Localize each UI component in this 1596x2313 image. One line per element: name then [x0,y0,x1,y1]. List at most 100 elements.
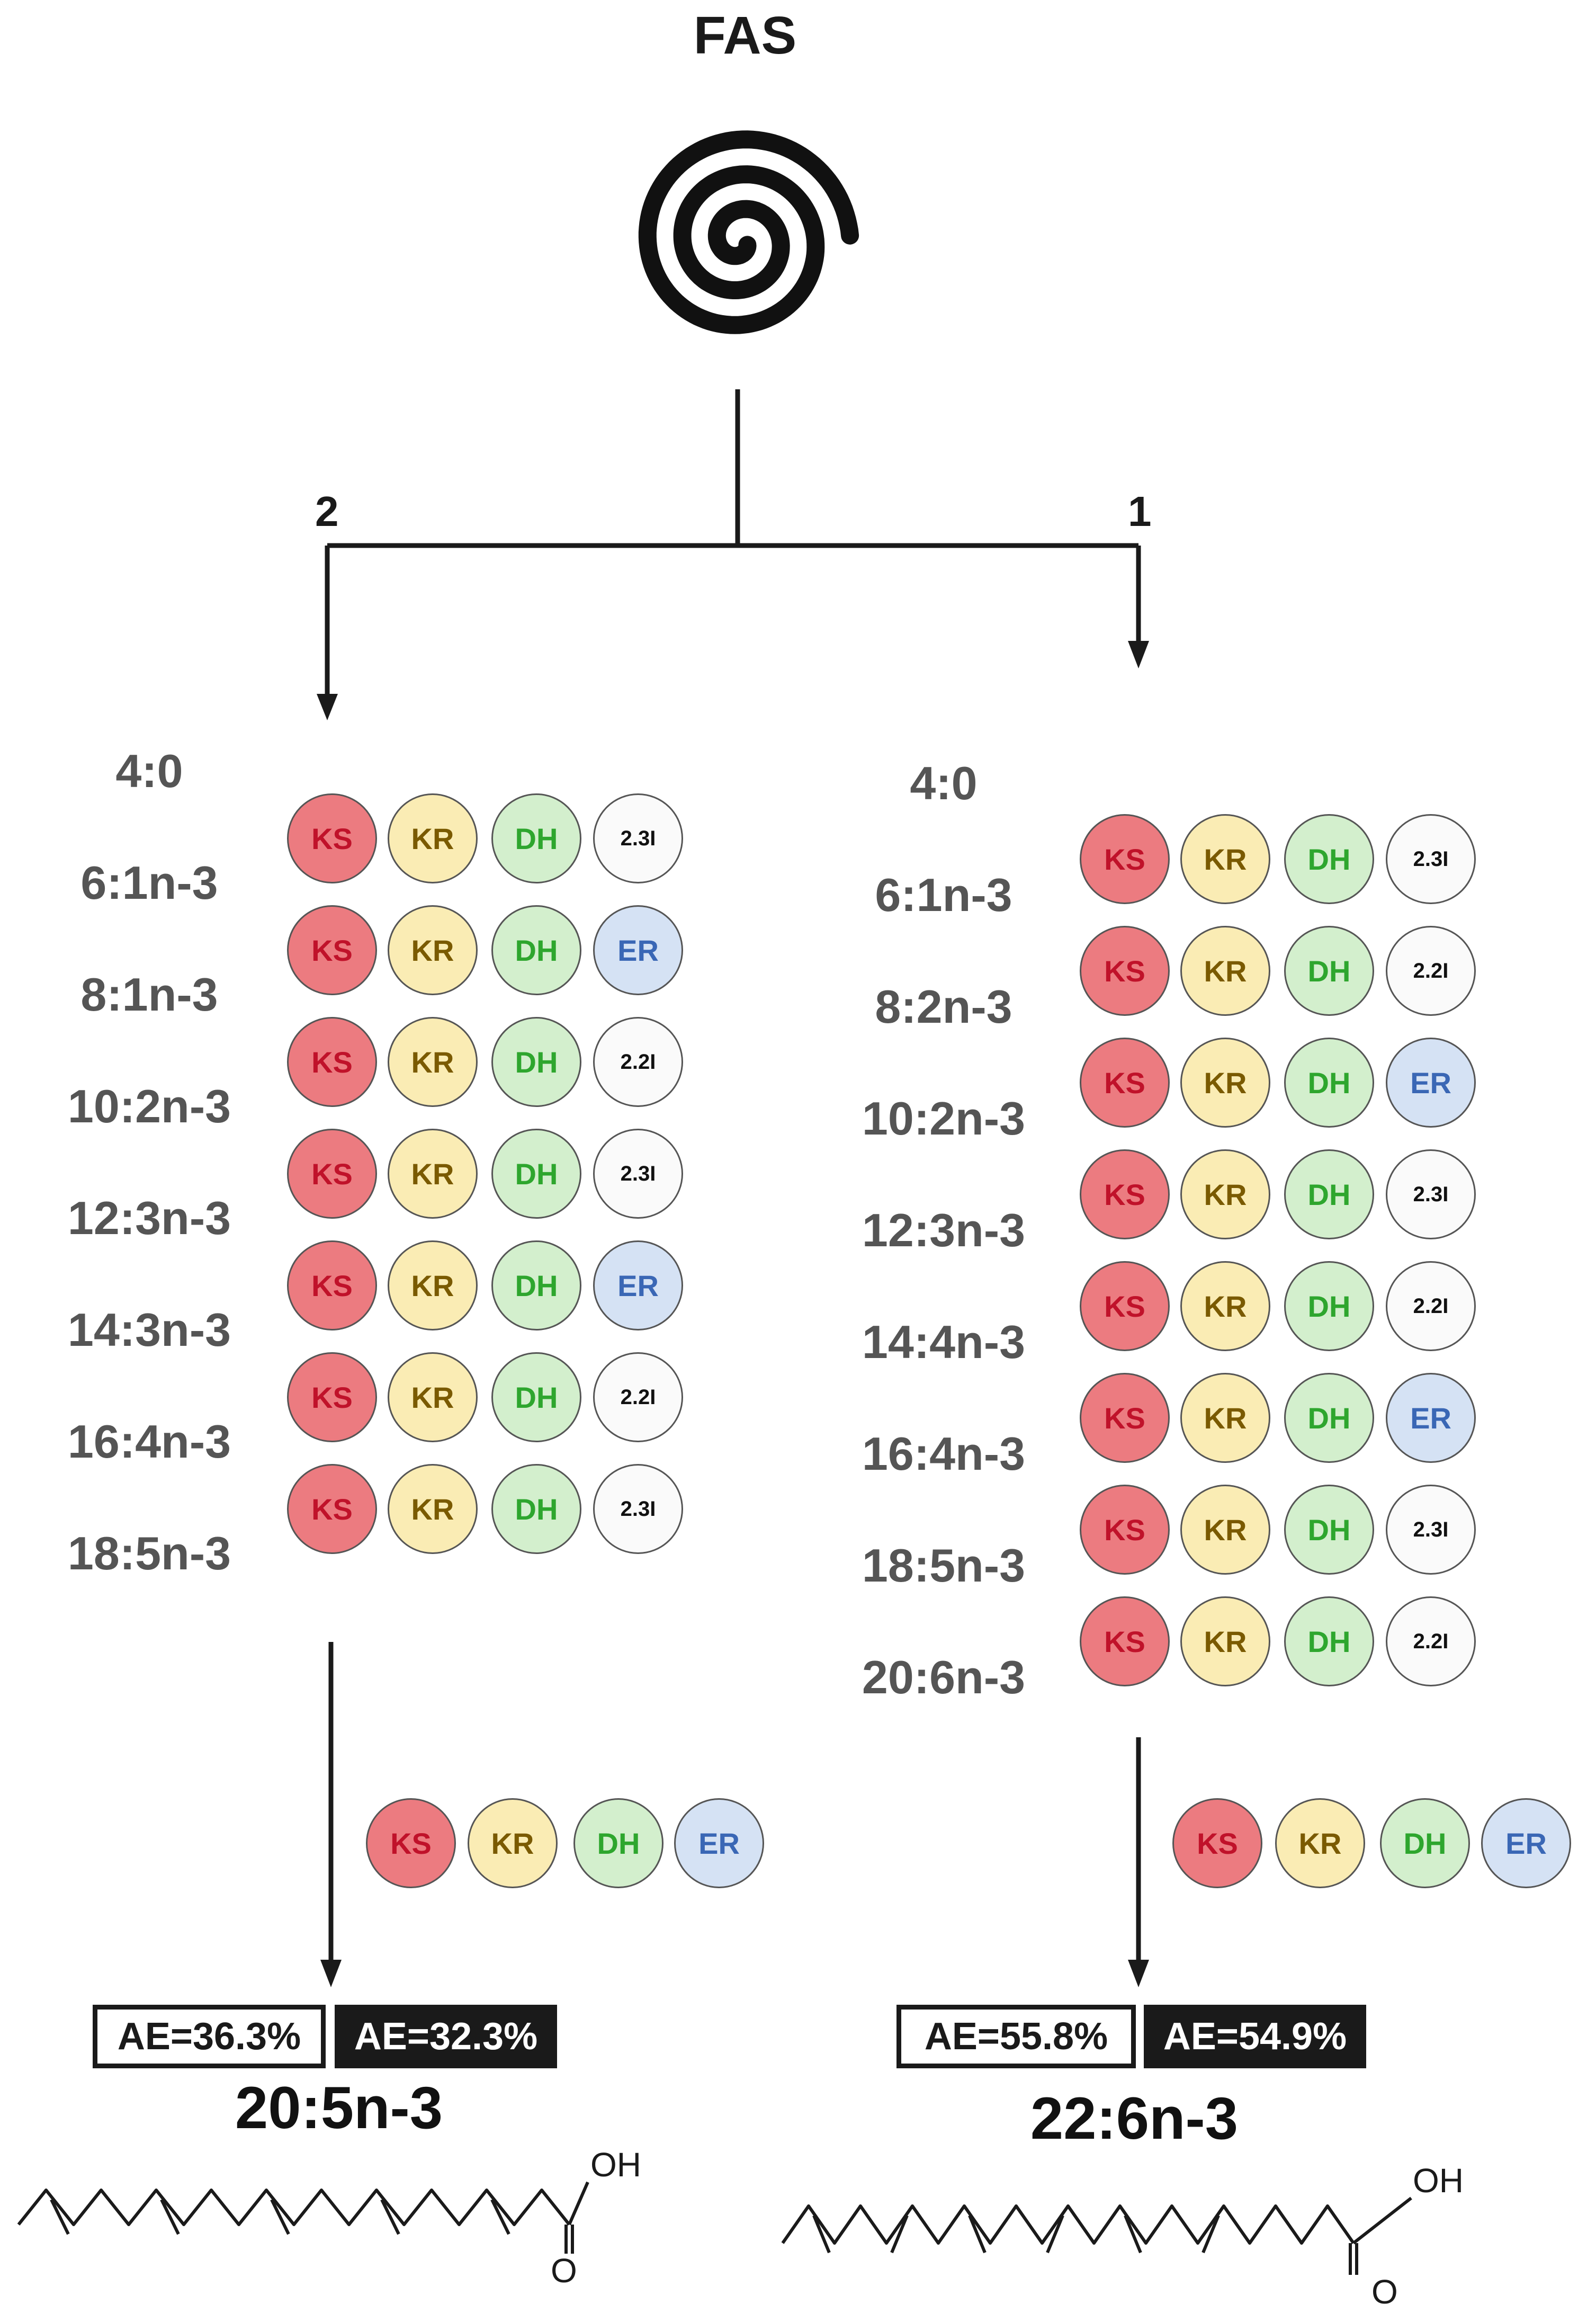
left-product-label: 20:5n-3 [235,2075,443,2141]
right-ks-circle: KS [1172,1798,1262,1888]
left-kr-circle: KR [388,1129,478,1219]
carboxyl-bond [1352,2196,1412,2245]
right-kr-circle: KR [1275,1798,1365,1888]
right-dh-circle: DH [1284,1596,1374,1686]
right-dh-circle: DH [1284,1261,1374,1351]
double-bond [1046,2214,1064,2254]
right-product-arrowhead [1128,1960,1149,1987]
left-ks-circle: KS [287,1352,377,1442]
left-ks-circle: KS [287,793,377,883]
left-intermediate-label: 14:3n-3 [67,1303,231,1356]
right-ks-circle: KS [1080,814,1170,904]
left-product-arrowhead [320,1960,342,1987]
left-hydroxyl-label: OH [590,2146,641,2184]
right-hydroxyl-label: OH [1413,2162,1464,2200]
right-dh-circle: DH [1284,1038,1374,1128]
double-bond [490,2199,510,2235]
left-oxygen-label: O [551,2252,577,2290]
left-dh-circle: DH [491,793,581,883]
right-ks-circle: KS [1080,1596,1170,1686]
right-intermediate-label: 20:6n-3 [862,1651,1026,1703]
right-intermediate-label: 14:4n-3 [862,1316,1026,1368]
left-er-circle: ER [593,905,683,995]
right-branch-arrowhead [1128,641,1149,668]
left-er-circle: ER [674,1798,764,1888]
double-bond [1124,2214,1142,2254]
left-kr-circle: KR [388,793,478,883]
left-er-circle: ER [593,1240,683,1330]
carbon-chain [781,2204,1355,2245]
right-ks-circle: KS [1080,1038,1170,1128]
left-dh-circle: DH [491,1129,581,1219]
right-er-circle: ER [1386,1038,1476,1128]
carboxyl-bond [568,2181,589,2226]
left-intermediate-label: 12:3n-3 [67,1192,231,1244]
double-bond [1202,2214,1220,2254]
right-intermediate-label: 12:3n-3 [862,1204,1026,1256]
right-ks-circle: KS [1080,926,1170,1016]
left-intermediate-label: 10:2n-3 [67,1080,231,1132]
left-kr-circle: KR [468,1798,558,1888]
right-dh-circle: DH [1284,1373,1374,1463]
right-kr-circle: KR [1180,1038,1270,1128]
right-kr-circle: KR [1180,1373,1270,1463]
left-2-3i-circle: 2.3I [593,793,683,883]
right-dh-circle: DH [1284,1485,1374,1575]
right-intermediate-label: 8:2n-3 [875,980,1012,1033]
left-2-3i-circle: 2.3I [593,1464,683,1554]
left-dh-circle: DH [491,1240,581,1330]
double-bond [812,2214,831,2254]
left-dh-circle: DH [491,1017,581,1107]
right-er-circle: ER [1481,1798,1571,1888]
right-er-circle: ER [1386,1373,1476,1463]
fas-spiral-icon [638,130,859,334]
right-intermediate-label: 6:1n-3 [875,869,1012,921]
double-bond [968,2214,987,2254]
left-intermediate-label: 6:1n-3 [80,856,218,909]
left-ks-circle: KS [287,1017,377,1107]
right-2-2i-circle: 2.2I [1386,1596,1476,1686]
right-kr-circle: KR [1180,926,1270,1016]
right-intermediate-label: 10:2n-3 [862,1092,1026,1145]
right-kr-circle: KR [1180,1485,1270,1575]
right-2-2i-circle: 2.2I [1386,926,1476,1016]
left-ks-circle: KS [287,1240,377,1330]
right-ks-circle: KS [1080,1149,1170,1239]
left-intermediate-label: 4:0 [115,745,183,797]
left-dh-circle: DH [573,1798,663,1888]
right-product-label: 22:6n-3 [1030,2085,1239,2151]
dha-structure [781,2196,1412,2275]
right-intermediate-label: 18:5n-3 [862,1539,1026,1592]
left-dh-circle: DH [491,1352,581,1442]
left-2-2i-circle: 2.2I [593,1352,683,1442]
left-2-3i-circle: 2.3I [593,1129,683,1219]
right-kr-circle: KR [1180,1149,1270,1239]
right-dh-circle: DH [1380,1798,1470,1888]
right-ae-filled-box: AE=54.9% [1144,2005,1366,2068]
left-intermediate-label: 8:1n-3 [80,968,218,1021]
left-kr-circle: KR [388,1464,478,1554]
right-dh-circle: DH [1284,814,1374,904]
carbon-chain [17,2189,571,2226]
branch-label-right: 1 [1128,488,1152,535]
right-dh-circle: DH [1284,926,1374,1016]
left-ae-filled-box: AE=32.3% [335,2005,557,2068]
right-intermediate-label: 4:0 [910,757,978,809]
double-bond [160,2199,180,2235]
right-2-2i-circle: 2.2I [1386,1261,1476,1351]
right-kr-circle: KR [1180,1596,1270,1686]
left-kr-circle: KR [388,1240,478,1330]
double-bond [380,2199,400,2235]
right-2-3i-circle: 2.3I [1386,814,1476,904]
left-intermediate-label: 16:4n-3 [67,1415,231,1468]
double-bond [890,2214,909,2254]
right-ae-open-box: AE=55.8% [896,2005,1136,2068]
right-kr-circle: KR [1180,1261,1270,1351]
left-kr-circle: KR [388,1017,478,1107]
right-dh-circle: DH [1284,1149,1374,1239]
left-ks-circle: KS [287,1129,377,1219]
right-ks-circle: KS [1080,1261,1170,1351]
left-ae-open-box: AE=36.3% [93,2005,326,2068]
left-intermediate-label: 18:5n-3 [67,1527,231,1579]
